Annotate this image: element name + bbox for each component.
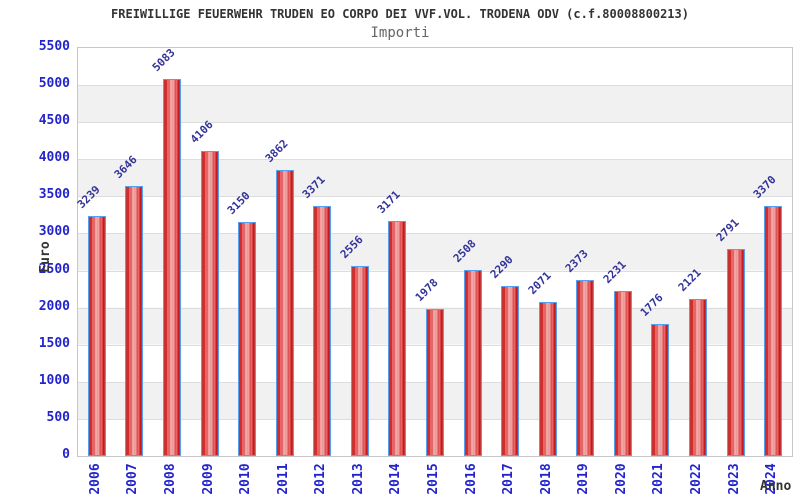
bar-2007 [125, 186, 144, 456]
x-tick-label: 2020 [613, 463, 629, 495]
bar-value-label: 2556 [337, 233, 366, 261]
x-tick-label: 2017 [501, 463, 517, 495]
bar-value-label: 2071 [525, 269, 554, 297]
x-tick-label: 2007 [125, 463, 141, 495]
y-tick-label: 3500 [38, 187, 70, 203]
x-tick-label: 2009 [200, 463, 216, 495]
bar-2006 [87, 216, 106, 456]
x-axis-label: Anno [760, 479, 792, 494]
bar-2022 [689, 299, 708, 456]
gridline [78, 233, 792, 235]
y-tick-label: 500 [46, 409, 70, 425]
y-tick-label: 5000 [38, 76, 70, 92]
bar-value-label: 3150 [224, 189, 253, 217]
bar-value-label: 5083 [149, 46, 178, 74]
bar-2013 [350, 266, 369, 456]
bar-value-label: 1978 [412, 276, 441, 304]
bar-value-label: 3171 [375, 188, 404, 216]
y-axis-label: Euro [38, 241, 53, 273]
bar-2014 [388, 221, 407, 456]
bar-value-label: 3239 [74, 183, 103, 211]
gridline [78, 122, 792, 124]
bar-value-label: 2791 [713, 216, 742, 244]
bar-2019 [576, 280, 595, 456]
bar-value-label: 3862 [262, 137, 291, 165]
bar-value-label: 2231 [600, 258, 629, 286]
bar-2023 [726, 249, 745, 456]
bar-value-label: 3646 [112, 153, 141, 181]
y-tick-label: 2000 [38, 298, 70, 314]
y-tick-label: 4000 [38, 150, 70, 166]
gridline [78, 196, 792, 198]
gridline [78, 270, 792, 272]
bar-2009 [200, 151, 219, 456]
bar-2012 [313, 206, 332, 456]
y-tick-label: 1500 [38, 335, 70, 351]
bar-2015 [426, 309, 444, 456]
y-tick-label: 2500 [38, 261, 70, 277]
x-tick-label: 2021 [651, 463, 667, 495]
x-tick-label: 2006 [87, 463, 103, 495]
x-tick-label: 2022 [689, 463, 705, 495]
x-tick-label: 2008 [162, 463, 178, 495]
x-tick-label: 2023 [726, 463, 742, 495]
bar-2024 [764, 206, 783, 456]
bar-value-label: 2508 [450, 237, 479, 265]
x-tick-label: 2010 [238, 463, 254, 495]
x-tick-label: 2016 [463, 463, 479, 495]
x-tick-label: 2012 [313, 463, 329, 495]
bar-2020 [613, 291, 632, 456]
x-tick-label: 2011 [275, 463, 291, 495]
y-tick-label: 0 [62, 447, 70, 462]
bar-value-label: 1776 [638, 291, 667, 319]
bar-2016 [463, 270, 482, 456]
bar-value-label: 2290 [487, 253, 516, 281]
y-tick-label: 5500 [38, 39, 70, 54]
bar-2021 [651, 324, 670, 456]
bar-2018 [538, 302, 557, 456]
bar-2010 [238, 222, 257, 456]
x-tick-label: 2018 [538, 463, 554, 495]
gridline [78, 85, 792, 87]
gridline [78, 307, 792, 309]
bar-2008 [162, 79, 181, 456]
bar-2017 [501, 286, 520, 456]
x-tick-label: 2015 [426, 463, 441, 495]
y-tick-label: 1000 [38, 372, 70, 388]
plot-area: 3239 3646 5083 4106 3150 3862 3371 2556 3171 1978… [74, 46, 793, 457]
gridline [78, 159, 792, 161]
bar-2011 [275, 170, 294, 456]
y-tick-label: 3000 [38, 224, 70, 240]
y-tick-label: 4500 [38, 113, 70, 129]
chart-title: FREIWILLIGE FEUERWEHR TRUDEN EO CORPO DE… [111, 7, 689, 21]
chart-subtitle: Importi [370, 25, 430, 41]
x-tick-label: 2013 [350, 463, 366, 495]
x-tick-label: 2019 [576, 463, 592, 495]
x-tick-label: 2014 [388, 463, 404, 495]
